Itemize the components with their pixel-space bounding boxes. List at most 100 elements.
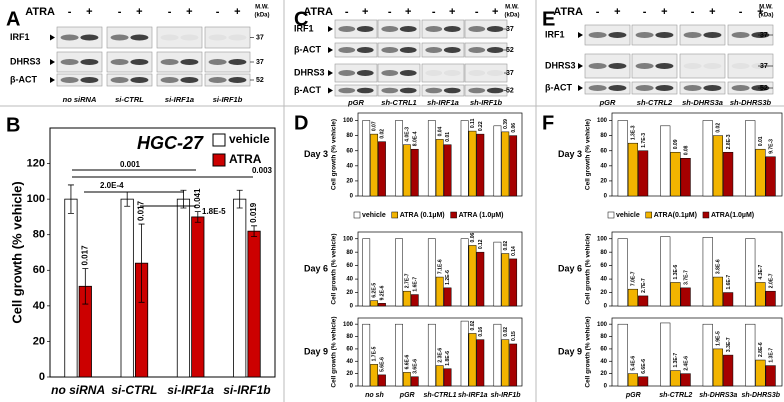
panel-letter: D [294,112,308,134]
blot-band [655,63,674,69]
plot-frame [49,127,276,378]
row-label: DHRS3 [10,56,41,66]
mw-header: M.W. [505,5,519,11]
bar [191,216,205,378]
row-arrow [578,32,583,38]
y-tick-label: 40 [600,163,607,169]
row-label: IRF1 [545,29,565,39]
blot-band [356,70,374,76]
bar [638,150,649,197]
blot-band [338,87,356,94]
blot-frame [377,42,421,58]
bar [435,365,444,387]
blot-frame [56,26,103,49]
blot-frame [421,63,465,83]
bar [680,373,691,387]
bar [410,294,419,307]
p-value-label: 0.01 [445,132,451,142]
blot-band [468,26,486,32]
blot-band [486,70,504,76]
blot-band [180,34,199,41]
p-value-label: 1.9E-5 [716,331,722,346]
blot-frame [156,26,203,49]
bar [362,238,371,307]
error-bar [251,225,258,237]
y-tick-label: 60 [600,346,607,352]
y-tick-label: 40 [346,277,353,283]
p-value-label: 0.22 [478,121,484,131]
blot-band [443,70,461,76]
x-tick-label: sh-CTRL1 [423,392,456,399]
bar [617,120,628,197]
panel-letter: E [542,8,555,30]
p-value-label: 0.02 [716,123,722,133]
treatment-sign: - [345,6,349,18]
y-tick-label: 20 [600,290,607,296]
bar [509,258,518,307]
group-label: sh-DHRS3a [682,98,723,107]
p-value-label: 4.0E-3 [405,127,411,142]
legend-label: ATRA [229,152,262,166]
p-value-label: 3.3E-7 [726,337,732,352]
blot-frame [334,63,378,83]
p-value-label: 1.3E-3 [631,125,637,140]
day-label: Day 3 [304,149,328,159]
bar [370,300,378,307]
treatment-sign: - [596,6,600,18]
bar [378,141,386,197]
treatment-sign: - [216,6,220,18]
row-label: DHRS3 [294,67,325,77]
legend-swatch [212,153,226,167]
bar [627,288,639,307]
bar [64,198,78,378]
legend-label: vehicle [229,132,270,146]
y-tick-label: 80 [600,250,607,256]
blot-band [338,70,356,76]
treatment-sign: - [739,6,743,18]
bar [476,133,485,197]
blot-band [588,85,607,91]
mw-header: (kDa) [254,13,269,19]
group-label: si-IRF1b [213,95,243,104]
blot-band [130,77,149,83]
bar [745,323,756,387]
bar [702,237,713,307]
p-value-label: 0.12 [478,239,484,249]
y-axis-label: Cell growth (% vehicle) [585,119,592,190]
blot-band [130,34,149,41]
p-value-label: 9.7E-3 [768,139,774,154]
blot-band [399,87,417,94]
bar [395,323,403,387]
legend-swatch [450,211,457,219]
bar [410,148,419,197]
p-value-label: 0.11 [470,118,476,128]
mw-label: 37 [760,63,768,70]
bar [476,251,485,307]
bar [468,333,477,387]
bar [403,144,411,197]
bar [403,290,411,307]
p-value-label: 0.14 [511,246,517,256]
y-axis-label: Cell growth (% vehicle) [331,119,338,190]
blot-band [60,77,79,83]
day-label: Day 3 [558,149,582,159]
error-bar [194,211,201,223]
comparison-label: 0.001 [120,160,141,169]
blot-band [60,34,79,41]
y-tick-label: 0 [350,194,354,200]
treatment-sign: + [492,6,498,18]
bar [493,241,502,307]
blot-band [80,34,99,41]
p-value-label: 0.017 [80,245,89,266]
blot-frame [631,24,678,46]
error-bar [138,223,145,303]
group-label: si-CTRL [115,95,144,104]
p-value-label: 0.017 [137,200,146,221]
legend-label: ATRA(0.1µM) [654,212,697,219]
row-arrow [328,70,333,76]
treatment-sign: - [168,6,172,18]
treatment-sign: + [405,6,411,18]
treatment-sign: - [388,6,392,18]
row-arrow [328,47,333,53]
blot-band [608,85,627,91]
